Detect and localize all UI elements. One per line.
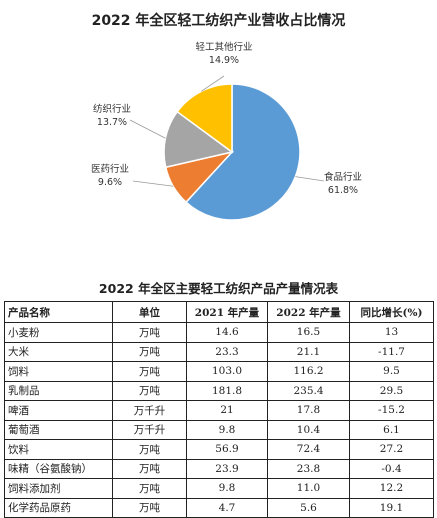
pie-leader-line-3 — [129, 119, 166, 139]
production-table: 产品名称 单位 2021 年产量 2022 年产量 同比增长(%) 小麦粉 万吨 14.6 1… — [4, 301, 434, 518]
table-row: 饮料 万吨 56.9 72.4 27.2 — [4, 439, 434, 460]
pie-slice-value-2: 9.6% — [98, 177, 122, 188]
pie-slice-label-4: 轻工其他行业 — [195, 41, 252, 53]
pie-slice-label-3: 纺织行业 — [93, 103, 131, 115]
product-name-cell: 化学药品原药 — [4, 497, 113, 518]
table-cell: 23.3 — [186, 341, 268, 362]
table-cell: -11.7 — [349, 341, 434, 362]
table-row: 味精（谷氨酸钠） 万吨 23.9 23.8 -0.4 — [4, 458, 434, 479]
table-title: 2022 年全区主要轻工纺织产品产量情况表 — [98, 281, 339, 296]
table-cell: 10.4 — [267, 419, 350, 440]
pie-slice-value-3: 13.7% — [97, 117, 127, 128]
table-cell: 116.2 — [267, 361, 350, 382]
pie-slice-label-2: 医药行业 — [91, 163, 129, 175]
table-cell: 56.9 — [186, 439, 268, 460]
table-cell: 27.2 — [349, 439, 434, 460]
table-cell: 103.0 — [186, 361, 268, 382]
pie-slice-value-1: 61.8% — [328, 185, 358, 196]
table-cell: 12.2 — [349, 478, 434, 499]
table-cell: 16.5 — [267, 322, 350, 343]
table-row: 乳制品 万吨 181.8 235.4 29.5 — [4, 380, 434, 401]
product-name-cell: 大米 — [4, 341, 113, 362]
table-cell: 万吨 — [112, 458, 187, 479]
table-row: 大米 万吨 23.3 21.1 -11.7 — [4, 341, 434, 362]
table-header-row: 产品名称 单位 2021 年产量 2022 年产量 同比增长(%) — [4, 301, 434, 323]
table-cell: 6.1 — [349, 419, 434, 440]
table-cell: 17.8 — [267, 400, 350, 421]
product-name-cell: 饲料 — [4, 361, 113, 382]
pie-leader-line-2 — [132, 180, 174, 187]
pie-leader-line-4 — [201, 75, 225, 92]
pie-slice-3 — [163, 110, 234, 169]
column-header-5: 同比增长(%) — [349, 301, 434, 323]
column-header-3: 2021 年产量 — [186, 301, 268, 323]
table-cell: 万吨 — [112, 478, 187, 499]
table-cell: 万吨 — [112, 322, 187, 343]
table-row: 化学药品原药 万吨 4.7 5.6 19.1 — [4, 497, 434, 518]
table-row: 葡萄酒 万千升 9.8 10.4 6.1 — [4, 419, 434, 440]
column-header-2: 单位 — [112, 301, 187, 323]
table-cell: 4.7 — [186, 497, 268, 518]
table-cell: 万吨 — [112, 439, 187, 460]
table-cell: 9.5 — [349, 361, 434, 382]
product-name-cell: 啤酒 — [4, 400, 113, 421]
table-cell: 万千升 — [112, 400, 187, 421]
table-cell: 29.5 — [349, 380, 434, 401]
table-cell: 万吨 — [112, 341, 187, 362]
table-cell: -0.4 — [349, 458, 434, 479]
table-cell: 万吨 — [112, 361, 187, 382]
table-cell: 21.1 — [267, 341, 350, 362]
table-cell: 万吨 — [112, 380, 187, 401]
product-name-cell: 饲料添加剂 — [4, 478, 113, 499]
table-cell: 72.4 — [267, 439, 350, 460]
table-row: 饲料 万吨 103.0 116.2 9.5 — [4, 361, 434, 382]
pie-slice-value-4: 14.9% — [209, 55, 239, 66]
table-cell: 万千升 — [112, 419, 187, 440]
table-cell: 23.9 — [186, 458, 268, 479]
product-name-cell: 小麦粉 — [4, 322, 113, 343]
table-cell: 13 — [349, 322, 434, 343]
column-header-1: 产品名称 — [4, 301, 113, 323]
table-cell: 9.8 — [186, 419, 268, 440]
table-cell: 9.8 — [186, 478, 268, 499]
pie-slice-4 — [176, 83, 233, 154]
table-row: 饲料添加剂 万吨 9.8 11.0 12.2 — [4, 478, 434, 499]
table-cell: 5.6 — [267, 497, 350, 518]
table-cell: 14.6 — [186, 322, 268, 343]
product-name-cell: 乳制品 — [4, 380, 113, 401]
column-header-4: 2022 年产量 — [267, 301, 350, 323]
table-row: 小麦粉 万吨 14.6 16.5 13 — [4, 322, 434, 343]
pie-chart: 食品行业 61.8% 医药行业 9.6% 纺织行业 13.7% 轻工其他行业 14.9% — [91, 41, 362, 221]
table-cell: 21 — [186, 400, 268, 421]
product-name-cell: 饮料 — [4, 439, 113, 460]
pie-slice-label-1: 食品行业 — [324, 171, 362, 183]
table-row: 啤酒 万千升 21 17.8 -15.2 — [4, 400, 434, 421]
pie-leader-line-1 — [295, 176, 325, 182]
table-cell: 181.8 — [186, 380, 268, 401]
table-cell: 235.4 — [267, 380, 350, 401]
pie-slice-1 — [185, 83, 301, 221]
pie-chart-title: 2022 年全区轻工纺织产业营收占比情况 — [91, 13, 346, 29]
table-cell: 万吨 — [112, 497, 187, 518]
table-cell: 19.1 — [349, 497, 434, 518]
product-name-cell: 葡萄酒 — [4, 419, 113, 440]
table-cell: 23.8 — [267, 458, 350, 479]
table-cell: 11.0 — [267, 478, 350, 499]
table-cell: -15.2 — [349, 400, 434, 421]
product-name-cell: 味精（谷氨酸钠） — [4, 458, 113, 479]
